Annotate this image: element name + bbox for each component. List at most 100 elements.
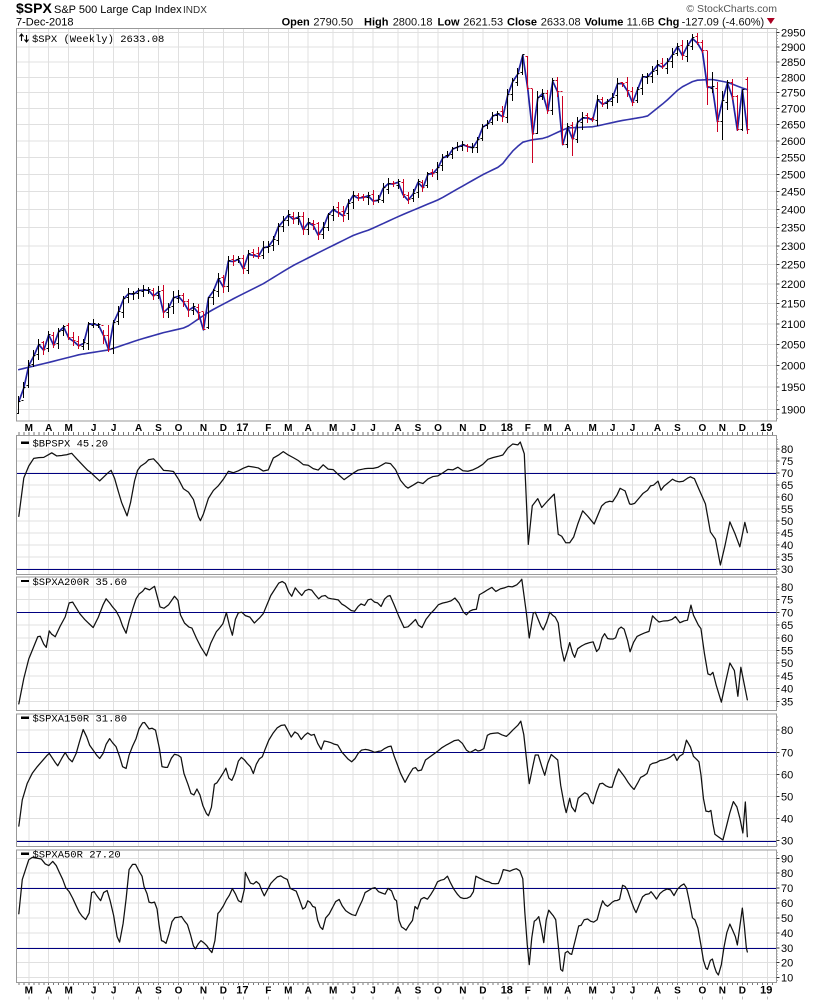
svg-text:A: A <box>135 423 142 434</box>
svg-text:A: A <box>45 423 52 434</box>
svg-text:30: 30 <box>781 943 793 955</box>
svg-text:11.6B: 11.6B <box>627 17 655 29</box>
svg-text:2633.08: 2633.08 <box>541 17 581 29</box>
svg-text:2621.53: 2621.53 <box>463 17 503 29</box>
svg-text:17: 17 <box>236 422 248 434</box>
svg-text:60: 60 <box>781 898 793 910</box>
svg-text:D: D <box>479 423 486 434</box>
svg-text:Open: Open <box>282 17 310 29</box>
svg-text:$BPSPX 45.20: $BPSPX 45.20 <box>33 439 109 451</box>
svg-text:S: S <box>674 986 681 997</box>
svg-text:O: O <box>175 423 183 434</box>
svg-text:O: O <box>434 986 442 997</box>
svg-text:2850: 2850 <box>781 57 805 69</box>
svg-text:80: 80 <box>781 868 793 880</box>
svg-text:70: 70 <box>781 607 793 619</box>
svg-text:F: F <box>525 423 531 434</box>
svg-text:2050: 2050 <box>781 339 805 351</box>
svg-text:D: D <box>739 423 746 434</box>
svg-text:40: 40 <box>781 684 793 696</box>
svg-text:2900: 2900 <box>781 42 805 54</box>
svg-text:O: O <box>699 423 707 434</box>
svg-text:N: N <box>719 986 726 997</box>
svg-text:INDX: INDX <box>183 5 207 16</box>
svg-text:80: 80 <box>781 582 793 594</box>
svg-text:40: 40 <box>781 540 793 552</box>
svg-text:S: S <box>415 423 422 434</box>
svg-text:S: S <box>674 423 681 434</box>
svg-text:2600: 2600 <box>781 136 805 148</box>
svg-text:S: S <box>415 986 422 997</box>
svg-text:2350: 2350 <box>781 222 805 234</box>
svg-text:D: D <box>220 423 227 434</box>
svg-text:1950: 1950 <box>781 382 805 394</box>
svg-text:J: J <box>350 986 356 997</box>
svg-text:65: 65 <box>781 620 793 632</box>
svg-text:2150: 2150 <box>781 299 805 311</box>
svg-text:F: F <box>525 986 531 997</box>
svg-text:M: M <box>25 986 33 997</box>
svg-text:J: J <box>610 986 616 997</box>
svg-text:M: M <box>25 423 33 434</box>
svg-text:50: 50 <box>781 792 793 804</box>
svg-text:Volume: Volume <box>585 17 624 29</box>
svg-text:$SPX (Weekly) 2633.08: $SPX (Weekly) 2633.08 <box>32 34 164 46</box>
svg-text:J: J <box>111 423 117 434</box>
svg-text:40: 40 <box>781 928 793 940</box>
svg-text:N: N <box>200 423 207 434</box>
svg-text:A: A <box>45 986 52 997</box>
svg-text:2100: 2100 <box>781 319 805 331</box>
svg-text:35: 35 <box>781 696 793 708</box>
svg-text:2800.18: 2800.18 <box>393 17 433 29</box>
svg-text:D: D <box>479 986 486 997</box>
svg-text:N: N <box>459 423 466 434</box>
svg-text:O: O <box>175 986 183 997</box>
svg-text:20: 20 <box>781 958 793 970</box>
svg-text:2250: 2250 <box>781 260 805 272</box>
svg-text:J: J <box>630 986 636 997</box>
svg-text:Low: Low <box>438 17 460 29</box>
svg-text:80: 80 <box>781 725 793 737</box>
svg-text:30: 30 <box>781 564 793 576</box>
svg-text:M: M <box>544 986 552 997</box>
svg-text:$SPXA200R 35.60: $SPXA200R 35.60 <box>33 577 128 589</box>
svg-text:M: M <box>65 986 73 997</box>
svg-text:55: 55 <box>781 645 793 657</box>
svg-text:M: M <box>544 423 552 434</box>
svg-text:10: 10 <box>781 973 793 985</box>
svg-text:D: D <box>739 986 746 997</box>
svg-text:60: 60 <box>781 633 793 645</box>
svg-text:45: 45 <box>781 528 793 540</box>
svg-text:18: 18 <box>501 422 513 434</box>
svg-text:2750: 2750 <box>781 88 805 100</box>
svg-text:50: 50 <box>781 516 793 528</box>
svg-text:2300: 2300 <box>781 241 805 253</box>
svg-text:M: M <box>284 423 292 434</box>
svg-text:50: 50 <box>781 913 793 925</box>
svg-text:2200: 2200 <box>781 279 805 291</box>
svg-text:High: High <box>364 17 389 29</box>
svg-text:2400: 2400 <box>781 204 805 216</box>
svg-text:2500: 2500 <box>781 169 805 181</box>
svg-text:2950: 2950 <box>781 28 805 40</box>
svg-text:J: J <box>370 423 376 434</box>
svg-text:2550: 2550 <box>781 152 805 164</box>
svg-text:$SPXA50R 27.20: $SPXA50R 27.20 <box>33 850 121 862</box>
svg-text:2000: 2000 <box>781 361 805 373</box>
svg-text:M: M <box>284 986 292 997</box>
svg-text:O: O <box>699 986 707 997</box>
svg-text:7-Dec-2018: 7-Dec-2018 <box>16 17 73 29</box>
svg-text:-127.09 (-4.60%): -127.09 (-4.60%) <box>682 17 765 29</box>
svg-text:A: A <box>564 986 571 997</box>
svg-text:N: N <box>459 986 466 997</box>
svg-text:50: 50 <box>781 658 793 670</box>
svg-text:90: 90 <box>781 853 793 865</box>
svg-text:M: M <box>588 986 596 997</box>
svg-text:A: A <box>394 423 401 434</box>
svg-text:19: 19 <box>760 985 772 997</box>
svg-text:2450: 2450 <box>781 187 805 199</box>
svg-text:17: 17 <box>236 985 248 997</box>
svg-text:45: 45 <box>781 671 793 683</box>
svg-text:2790.50: 2790.50 <box>313 17 353 29</box>
svg-text:70: 70 <box>781 883 793 895</box>
